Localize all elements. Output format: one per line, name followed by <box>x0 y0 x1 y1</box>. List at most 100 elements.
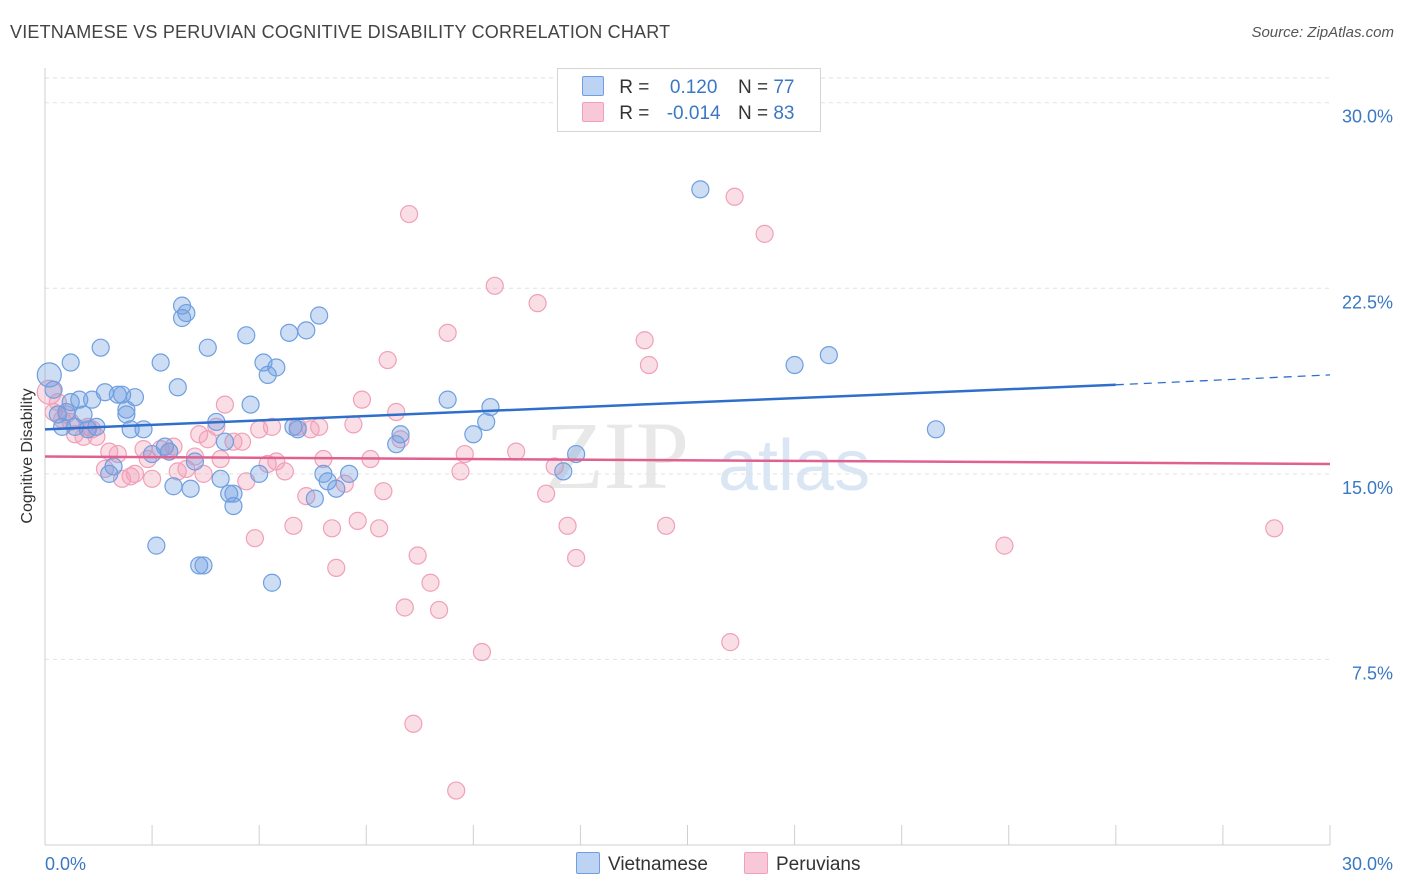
peruvians-point <box>232 432 252 451</box>
peruvians-point <box>370 519 389 538</box>
bottom-legend-label: Vietnamese <box>608 854 708 875</box>
peruvians-point <box>387 402 406 422</box>
peruvians-point <box>567 548 586 568</box>
peruvians-swatch <box>744 852 768 874</box>
vietnamese-point <box>819 346 838 365</box>
peruvians-point <box>262 417 282 436</box>
peruvians-point <box>507 442 526 461</box>
peruvians-point <box>472 642 491 662</box>
peruvians-point <box>215 395 234 414</box>
peruvians-point <box>639 355 659 375</box>
vietnamese-point <box>147 536 166 555</box>
vietnamese-point <box>125 388 145 407</box>
vietnamese-trend-extension <box>1115 374 1331 386</box>
peruvians-point <box>429 600 449 620</box>
legend-r-value: 0.120 <box>669 77 718 98</box>
gridlines <box>45 77 1330 660</box>
watermark-zip: ZIP <box>545 402 689 509</box>
vietnamese-point <box>785 355 804 375</box>
vietnamese-point <box>117 400 136 419</box>
legend-r-label: R = <box>619 77 650 98</box>
vietnamese-point <box>477 412 496 432</box>
vietnamese-point <box>327 479 346 498</box>
peruvians-point <box>635 331 654 350</box>
peruvians-point <box>344 415 363 434</box>
peruvians-point <box>348 511 367 530</box>
peruvians-point <box>245 529 264 548</box>
peruvians-point <box>656 516 676 535</box>
vietnamese-point <box>288 420 307 439</box>
legend-r-value: -0.014 <box>666 103 721 124</box>
peruvians-point <box>284 516 303 535</box>
y-tick-label: 15.0% <box>1342 478 1393 498</box>
peruvians-point <box>528 294 547 313</box>
peruvians-point <box>438 323 457 342</box>
peruvians-point <box>327 558 346 577</box>
legend-n-label: N = <box>737 103 769 124</box>
bottom-legend-label: Peruvians <box>776 854 861 875</box>
vietnamese-point <box>181 479 200 498</box>
vietnamese-point <box>70 390 89 409</box>
vietnamese-swatch <box>582 76 604 96</box>
vietnamese-point <box>164 477 183 496</box>
vietnamese-point <box>53 417 72 436</box>
vietnamese-point <box>267 358 286 377</box>
vietnamese-point <box>151 353 170 372</box>
peruvians-point <box>408 546 427 565</box>
vietnamese-trend-line <box>44 383 1116 431</box>
peruvians-point <box>378 350 397 370</box>
legend-n-value: 83 <box>773 103 795 124</box>
vietnamese-point <box>224 484 243 503</box>
vietnamese-point <box>340 464 359 483</box>
peruvians-point <box>399 204 419 224</box>
vietnamese-point <box>198 338 217 357</box>
peruvians-point <box>404 714 423 733</box>
peruvians-point <box>447 781 466 800</box>
vietnamese-point <box>190 556 209 575</box>
vietnamese-points <box>36 180 946 592</box>
peruvians-point <box>310 417 329 436</box>
peruvians-point <box>125 464 145 483</box>
peruvians-point <box>374 482 393 501</box>
vietnamese-point <box>117 405 136 424</box>
peruvians-point <box>142 469 162 488</box>
axes <box>44 68 1331 846</box>
tick-labels: 7.5% 15.0% 22.5% 30.0% 0.0% 30.0% <box>45 107 1393 874</box>
peruvians-point <box>485 276 504 295</box>
legend-row-peruvians: R = -0.014 N = 83 <box>582 102 794 126</box>
peruvians-point <box>725 187 744 206</box>
vietnamese-point <box>194 556 213 575</box>
peruvians-point <box>545 457 564 476</box>
peruvians-point <box>1265 519 1284 538</box>
vietnamese-point <box>691 180 710 199</box>
vietnamese-swatch <box>576 852 600 874</box>
vietnamese-point <box>44 380 63 399</box>
vietnamese-point <box>280 323 299 342</box>
vietnamese-point <box>250 464 269 483</box>
peruvians-point <box>395 598 414 617</box>
vietnamese-point <box>297 321 316 340</box>
legend-n-label: N = <box>737 77 769 98</box>
vietnamese-point <box>104 457 123 476</box>
vietnamese-point <box>481 397 500 417</box>
stats-legend: R = 0.120 N = 77 R = -0.014 N = 83 <box>557 68 821 132</box>
legend-n-value: 77 <box>773 77 795 98</box>
peruvians-point <box>190 425 209 444</box>
peruvians-point <box>558 516 577 535</box>
vietnamese-point <box>91 338 110 357</box>
vietnamese-point <box>554 462 573 481</box>
vietnamese-point <box>262 573 282 592</box>
peruvians-points <box>36 187 1284 800</box>
x-tick-label: 30.0% <box>1342 854 1393 874</box>
y-tick-label: 7.5% <box>1352 663 1393 683</box>
vietnamese-point <box>224 496 243 516</box>
vietnamese-point <box>391 425 410 444</box>
x-tick-label: 0.0% <box>45 854 86 874</box>
peruvians-point <box>721 633 740 652</box>
peruvians-point <box>275 462 294 481</box>
vietnamese-point <box>168 378 187 397</box>
vietnamese-point <box>185 452 205 471</box>
vietnamese-point <box>211 469 230 488</box>
y-tick-label: 22.5% <box>1342 292 1393 312</box>
